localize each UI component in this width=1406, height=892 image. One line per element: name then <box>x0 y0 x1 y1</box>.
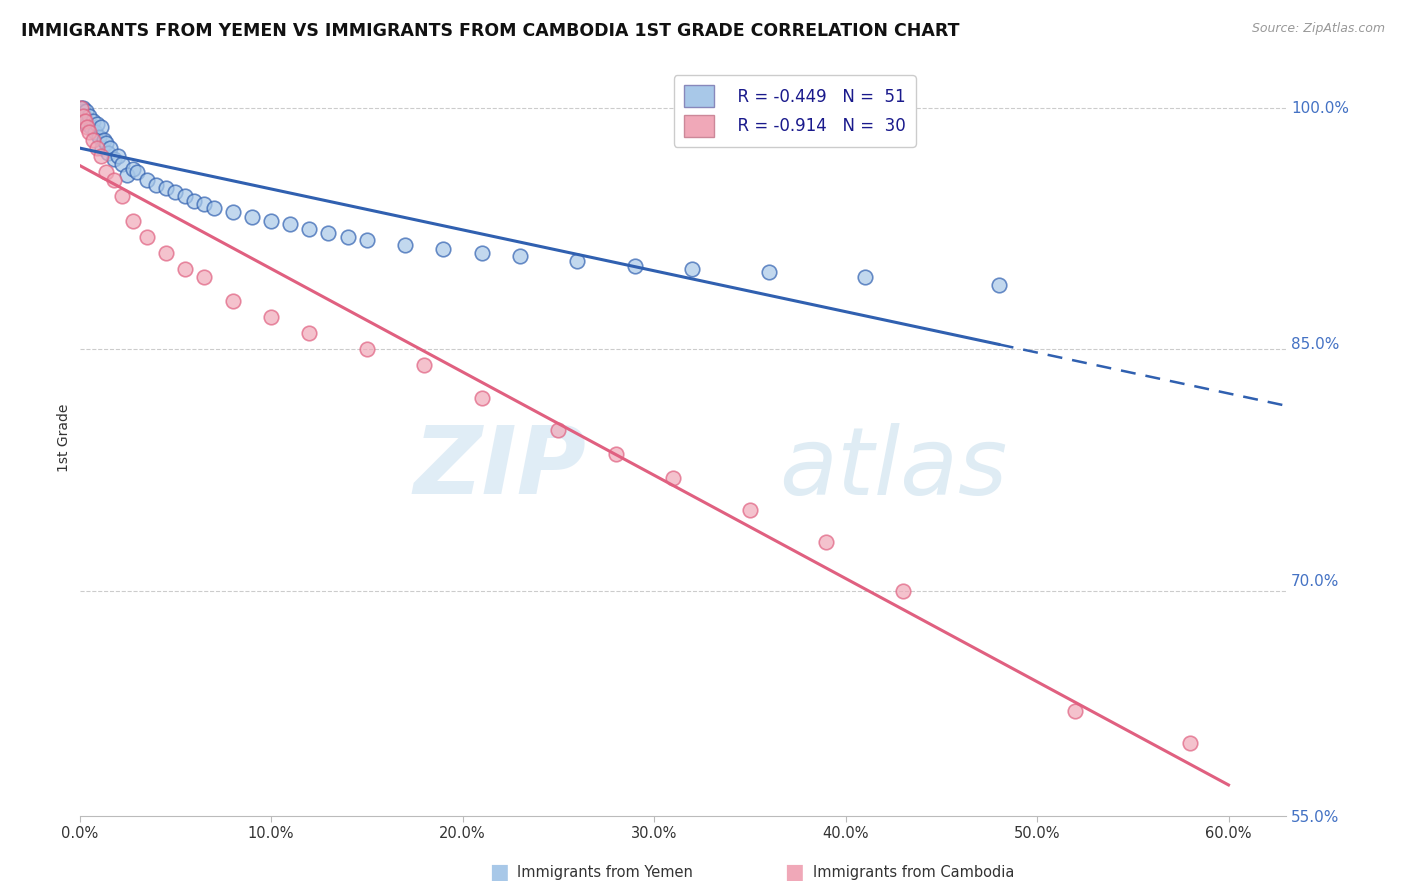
Point <box>90 120 112 135</box>
Point <box>75 104 97 119</box>
Point <box>1064 704 1087 718</box>
Point <box>662 471 685 485</box>
Point <box>394 237 416 252</box>
Point <box>96 136 118 151</box>
Point <box>547 423 569 437</box>
Point <box>624 259 647 273</box>
Text: atlas: atlas <box>779 423 1008 514</box>
Point <box>509 249 531 263</box>
Point <box>135 229 157 244</box>
Text: Source: ZipAtlas.com: Source: ZipAtlas.com <box>1251 22 1385 36</box>
Point <box>165 185 187 199</box>
Point <box>75 113 97 128</box>
Point <box>83 125 105 139</box>
Legend:   R = -0.449   N =  51,   R = -0.914   N =  30: R = -0.449 N = 51, R = -0.914 N = 30 <box>673 76 915 146</box>
Point <box>260 310 283 324</box>
Point <box>260 213 283 227</box>
Point <box>432 243 454 257</box>
Point <box>193 269 215 284</box>
Point <box>605 447 627 461</box>
Point <box>853 269 876 284</box>
Point <box>222 293 245 308</box>
Text: ■: ■ <box>785 863 804 882</box>
Point <box>145 178 167 193</box>
Point <box>72 104 94 119</box>
Point <box>98 141 121 155</box>
Point <box>77 109 100 123</box>
Point <box>987 277 1010 292</box>
Point <box>356 343 378 357</box>
Point <box>90 149 112 163</box>
Point <box>298 221 321 235</box>
Text: Immigrants from Yemen: Immigrants from Yemen <box>517 865 693 880</box>
Point <box>471 245 494 260</box>
Point <box>567 253 589 268</box>
Point <box>107 149 129 163</box>
Point <box>738 503 761 517</box>
Text: Immigrants from Cambodia: Immigrants from Cambodia <box>813 865 1014 880</box>
Point <box>103 153 125 167</box>
Point <box>471 391 494 405</box>
Point <box>318 227 340 241</box>
Point <box>815 535 838 549</box>
Point <box>278 217 301 231</box>
Point <box>103 173 125 187</box>
Point <box>111 189 134 203</box>
Point <box>135 173 157 187</box>
Point <box>76 117 98 131</box>
Point <box>155 181 177 195</box>
Text: ■: ■ <box>489 863 509 882</box>
Point <box>183 194 205 209</box>
Point <box>336 229 359 244</box>
Point <box>77 125 100 139</box>
Point <box>298 326 321 340</box>
Point <box>70 101 93 115</box>
Point <box>75 113 97 128</box>
Point <box>356 233 378 247</box>
Point <box>82 133 104 147</box>
Point <box>173 261 195 276</box>
Point <box>82 113 104 128</box>
Point <box>125 165 148 179</box>
Point <box>80 120 103 135</box>
Point <box>96 165 118 179</box>
Y-axis label: 1st Grade: 1st Grade <box>58 403 72 472</box>
Point <box>222 205 245 219</box>
Point <box>86 117 108 131</box>
Point <box>72 101 94 115</box>
Point <box>122 213 145 227</box>
Point <box>72 109 94 123</box>
Point <box>681 261 703 276</box>
Point <box>70 101 93 115</box>
Point <box>97 145 120 160</box>
Point <box>891 583 914 598</box>
Point <box>202 201 225 215</box>
Point <box>413 359 436 373</box>
Point <box>117 169 139 183</box>
Point <box>1180 737 1202 751</box>
Point <box>87 129 110 144</box>
Point <box>93 133 115 147</box>
Text: ZIP: ZIP <box>413 422 586 514</box>
Point <box>91 141 114 155</box>
Point <box>155 245 177 260</box>
Point <box>73 109 96 123</box>
Point <box>240 211 263 225</box>
Point <box>193 197 215 211</box>
Point <box>758 265 780 279</box>
Point <box>173 189 195 203</box>
Point <box>76 120 98 135</box>
Point <box>122 161 145 176</box>
Point <box>86 141 108 155</box>
Text: IMMIGRANTS FROM YEMEN VS IMMIGRANTS FROM CAMBODIA 1ST GRADE CORRELATION CHART: IMMIGRANTS FROM YEMEN VS IMMIGRANTS FROM… <box>21 22 959 40</box>
Point <box>111 157 134 171</box>
